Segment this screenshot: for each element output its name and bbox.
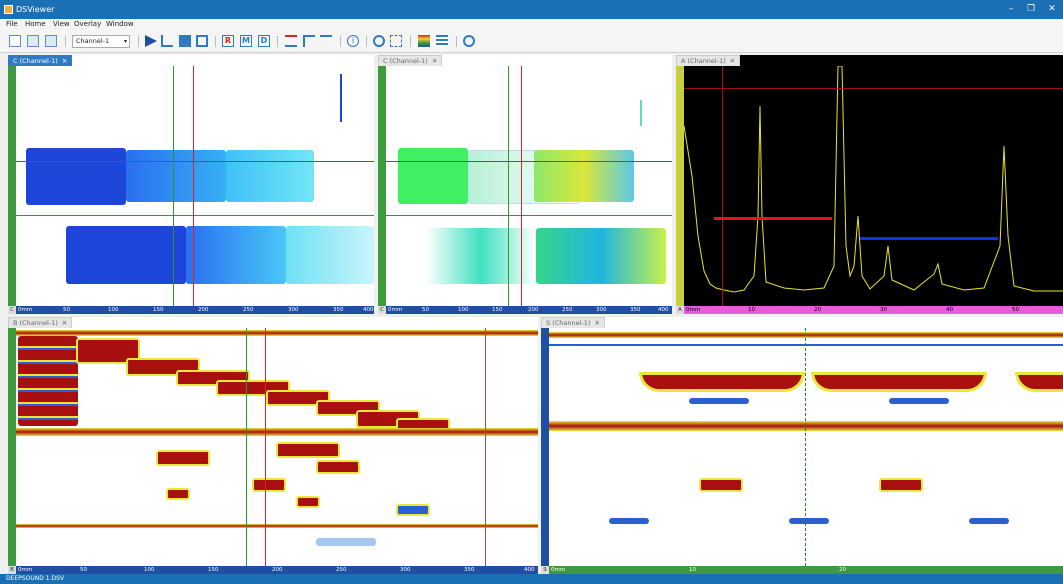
window-title: DSViewer	[16, 5, 55, 14]
open-multi-icon[interactable]	[45, 35, 57, 47]
gate-b-icon[interactable]	[303, 35, 315, 47]
maximize-button[interactable]: ❐	[1026, 4, 1036, 14]
vertical-ruler	[8, 66, 16, 306]
horizontal-ruler: 0mm 50 100 150 200 250 300 350 400	[16, 566, 538, 574]
c-scan-image[interactable]	[16, 66, 374, 306]
close-icon[interactable]: ✕	[61, 57, 68, 65]
cursor-line[interactable]	[193, 66, 194, 306]
tab-s-scan[interactable]: S (Channel-1) ✕	[541, 317, 605, 328]
corner-label: C	[378, 306, 386, 314]
cursor-line[interactable]	[16, 215, 374, 216]
title-bar: DSViewer – ❐ ✕	[0, 0, 1063, 19]
c-scan-pane-1[interactable]: C (Channel-1) ✕ 0mm 50 100 150 200 250 30…	[8, 55, 374, 314]
close-icon[interactable]: ✕	[431, 57, 438, 65]
tab-b-scan[interactable]: B (Channel-1) ✕	[8, 317, 73, 328]
refresh-icon[interactable]	[373, 35, 385, 47]
menu-view[interactable]: View	[53, 20, 70, 28]
d-mode-icon[interactable]: D	[258, 35, 270, 47]
view-box-icon[interactable]	[179, 35, 191, 47]
layers-icon[interactable]	[436, 35, 448, 47]
gate-t-icon[interactable]	[320, 35, 332, 47]
cursor-line[interactable]	[722, 66, 723, 306]
tab-c-scan-1[interactable]: C (Channel-1) ✕	[8, 55, 73, 66]
close-icon[interactable]: ✕	[594, 319, 600, 327]
menu-bar: File Home View Overlay Window	[0, 19, 1063, 31]
m-mode-icon[interactable]: M	[240, 35, 252, 47]
c-scan-pane-2[interactable]: C (Channel-1) ✕ 0mm 50 100 150 200 250 30…	[378, 55, 672, 314]
cursor-line[interactable]	[386, 161, 672, 162]
r-mode-icon[interactable]: R	[222, 35, 234, 47]
corner-label: B	[8, 566, 16, 574]
zoom-region-icon[interactable]	[390, 35, 402, 47]
cursor-line[interactable]	[173, 66, 174, 306]
close-icon[interactable]: ✕	[61, 319, 68, 327]
gate-a-icon[interactable]	[285, 35, 297, 47]
cursor-line[interactable]	[386, 215, 672, 216]
vertical-ruler	[676, 66, 684, 306]
corner-label: S	[541, 566, 549, 574]
status-text: DEEPSOUND 1.DSV	[6, 575, 65, 582]
close-icon[interactable]: ✕	[729, 57, 736, 65]
a-scan-pane[interactable]: A (Channel-1) ✕ 0mm 10 20 30 40 50 A	[676, 55, 1063, 314]
gate-a-marker[interactable]	[714, 217, 832, 220]
gate-b-marker[interactable]	[860, 237, 998, 240]
menu-overlay[interactable]: Overlay	[74, 20, 102, 28]
cursor-line[interactable]	[265, 328, 266, 566]
menu-file[interactable]: File	[6, 20, 18, 28]
zoom-icon[interactable]	[463, 35, 475, 47]
horizontal-ruler: 0mm 10 20	[549, 566, 1063, 574]
vertical-ruler	[541, 328, 549, 566]
vertical-ruler	[378, 66, 386, 306]
s-scan-image[interactable]	[549, 328, 1063, 566]
horizontal-ruler: 0mm 50 100 150 200 250 300 350 400	[16, 306, 374, 314]
cursor-line[interactable]	[246, 328, 247, 566]
info-icon[interactable]: i	[347, 35, 359, 47]
c-scan-image[interactable]	[386, 66, 672, 306]
a-scan-waveform	[684, 66, 1063, 293]
channel-select-value: Channel-1	[76, 37, 110, 45]
app-icon	[4, 5, 13, 14]
corner-label: A	[676, 306, 684, 314]
shape-icon[interactable]	[145, 35, 157, 47]
cursor-line[interactable]	[16, 161, 374, 162]
open-icon[interactable]	[27, 35, 39, 47]
s-scan-pane[interactable]: S (Channel-1) ✕ 0mm 10 20 S	[541, 317, 1063, 574]
toolbar: Channel-1 ▾ R M D i	[0, 31, 1063, 53]
echo-region	[26, 148, 126, 205]
palette-icon[interactable]	[418, 35, 430, 47]
cursor-line[interactable]	[521, 66, 522, 306]
view-3d-icon[interactable]	[196, 35, 208, 47]
waveform-icon[interactable]	[161, 35, 173, 47]
cursor-line[interactable]	[684, 88, 1063, 89]
horizontal-ruler: 0mm 10 20 30 40 50	[684, 306, 1063, 314]
tab-c-scan-2[interactable]: C (Channel-1) ✕	[378, 55, 443, 66]
new-file-icon[interactable]	[9, 35, 21, 47]
tab-a-scan[interactable]: A (Channel-1) ✕	[676, 55, 741, 66]
vertical-ruler	[8, 328, 16, 566]
corner-label: C	[8, 306, 16, 314]
chevron-down-icon: ▾	[123, 38, 127, 45]
minimize-button[interactable]: –	[1008, 4, 1014, 14]
status-bar: DEEPSOUND 1.DSV	[0, 574, 1063, 584]
b-scan-pane[interactable]: B (Channel-1) ✕ 0mm 50 100 150 200 250 30…	[8, 317, 538, 574]
b-scan-image[interactable]	[16, 328, 538, 566]
horizontal-ruler: 0mm 50 100 150 200 250 300 350 400	[386, 306, 672, 314]
menu-window[interactable]: Window	[106, 20, 134, 28]
close-button[interactable]: ✕	[1048, 4, 1056, 14]
channel-select[interactable]: Channel-1 ▾	[72, 35, 130, 48]
cursor-line[interactable]	[508, 66, 509, 306]
menu-home[interactable]: Home	[25, 20, 46, 28]
cursor-line[interactable]	[485, 328, 486, 566]
a-scan-plot[interactable]	[684, 66, 1063, 306]
cursor-line[interactable]	[805, 328, 807, 566]
